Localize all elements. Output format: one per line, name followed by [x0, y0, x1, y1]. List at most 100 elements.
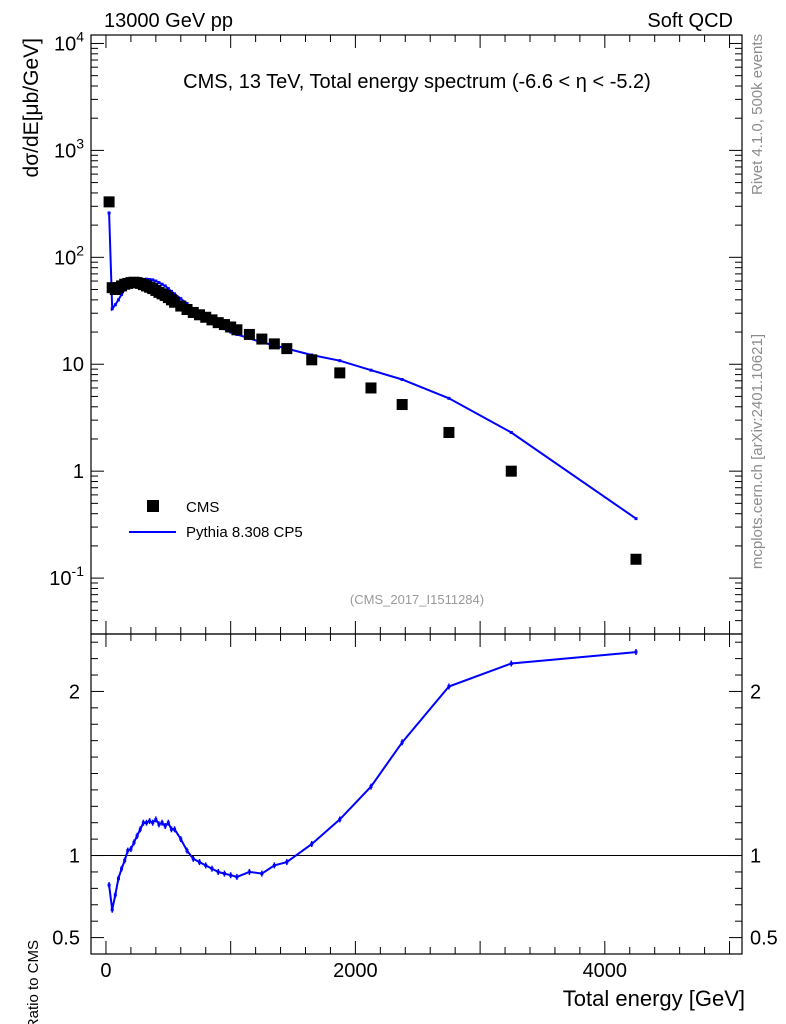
ratio-point: [169, 827, 173, 831]
ratio-point: [235, 875, 239, 879]
pythia-point: [157, 281, 161, 285]
ratio-data-layer: [107, 649, 638, 913]
pythia-point: [447, 396, 451, 400]
pythia-point: [338, 359, 342, 363]
ratio-point: [260, 872, 264, 876]
ratio-point: [509, 662, 513, 666]
cms-point: [396, 399, 408, 411]
x-axis-ticks: 0 2000 4000: [100, 35, 731, 982]
cms-point: [256, 333, 268, 345]
ratio-point: [107, 883, 111, 887]
ratio-point: [173, 827, 177, 831]
cms-point: [443, 426, 455, 438]
ratio-point: [113, 893, 117, 897]
pythia-point: [151, 278, 155, 282]
x-tick-label: 0: [100, 960, 111, 982]
cms-point: [103, 196, 115, 208]
ratio-point: [129, 847, 133, 851]
main-y-tick-label: 1: [73, 461, 84, 483]
main-plot-frame: [90, 34, 743, 635]
ratio-point: [247, 870, 251, 874]
pythia-point: [160, 282, 164, 286]
main-y-tick-label: 103: [54, 135, 84, 162]
pythia-point: [166, 287, 170, 291]
mcplots-label: mcplots.cern.ch [arXiv:2401.10621]: [749, 334, 766, 569]
ratio-axis-ticks: 0.5 0.5 1 1 2 2: [52, 641, 778, 955]
ratio-point: [116, 877, 120, 881]
ratio-point: [154, 817, 158, 821]
ratio-point: [126, 849, 130, 853]
rivet-version-label: Rivet 4.1.0, 500k events: [749, 34, 766, 195]
ratio-point: [160, 821, 164, 825]
cms-point: [365, 382, 377, 394]
x-axis-label: Total energy [GeV]: [563, 986, 745, 1011]
ratio-y-tick-label: 2: [69, 681, 80, 703]
ratio-point: [148, 819, 152, 823]
plot-title: CMS, 13 TeV, Total energy spectrum (-6.6…: [183, 71, 651, 93]
pythia-point: [169, 289, 173, 293]
main-ylabel: dσ/dE[μb/GeV]: [20, 38, 43, 177]
ratio-ylabel: Ratio to CMS: [25, 940, 42, 1024]
ratio-point: [151, 821, 155, 825]
pythia-point: [116, 298, 120, 302]
ratio-y-tick-label-right: 0.5: [750, 928, 778, 950]
pythia-point: [185, 301, 189, 305]
legend-cms-label: CMS: [186, 499, 219, 516]
header-right: Soft QCD: [647, 10, 733, 32]
cms-point: [268, 338, 280, 350]
pythia-point: [179, 297, 183, 301]
main-y-tick-label: 10-1: [49, 563, 84, 590]
ratio-point: [138, 827, 142, 831]
ratio-point: [634, 650, 638, 654]
cms-point: [206, 314, 218, 326]
ratio-y-tick-label: 0.5: [52, 928, 80, 950]
pythia-point: [369, 368, 373, 372]
ratio-point: [144, 821, 148, 825]
pythia-point: [110, 307, 114, 311]
ratio-point: [369, 785, 373, 789]
ratio-y-tick-label-right: 1: [750, 846, 761, 868]
cms-point: [505, 465, 517, 477]
ratio-point: [198, 860, 201, 864]
main-y-tick-label: 102: [54, 242, 84, 269]
ratio-point: [447, 685, 451, 689]
ratio-point: [157, 822, 161, 826]
pythia-point: [509, 430, 513, 434]
x-tick-label: 2000: [333, 960, 378, 982]
main-data-layer: [103, 196, 642, 565]
cms-point: [243, 328, 255, 340]
ratio-point: [400, 740, 404, 744]
ratio-point: [179, 837, 183, 841]
main-y-tick-label: 10: [62, 354, 84, 376]
ratio-point: [310, 842, 314, 846]
ratio-series-line: [108, 651, 637, 910]
cms-point: [334, 367, 346, 379]
ratio-point: [123, 858, 127, 862]
ratio-point: [166, 821, 170, 825]
ratio-point: [110, 908, 114, 912]
cms-point: [218, 319, 230, 331]
legend-pythia-label: Pythia 8.308 CP5: [186, 524, 303, 541]
cms-point: [225, 321, 237, 333]
pythia-point: [634, 517, 638, 521]
cms-point: [200, 311, 212, 323]
pythia-point: [113, 303, 117, 307]
ratio-point: [338, 817, 342, 821]
legend: CMS Pythia 8.308 CP5: [129, 499, 303, 541]
cms-point: [212, 317, 224, 329]
ratio-point: [135, 834, 139, 838]
pythia-series-line: [108, 212, 637, 520]
pythia-point: [173, 292, 177, 296]
header-left: 13000 GeV pp: [104, 10, 233, 32]
analysis-id-watermark: (CMS_2017_I1511284): [350, 592, 484, 607]
ratio-point: [272, 863, 276, 867]
cms-point: [169, 296, 181, 308]
pythia-point: [148, 278, 152, 282]
ratio-point: [141, 821, 145, 825]
ratio-point: [216, 870, 220, 874]
x-tick-label: 4000: [583, 960, 628, 982]
ratio-plot-frame: [90, 633, 743, 955]
legend-cms-marker: [147, 500, 159, 512]
ratio-point: [204, 863, 208, 867]
